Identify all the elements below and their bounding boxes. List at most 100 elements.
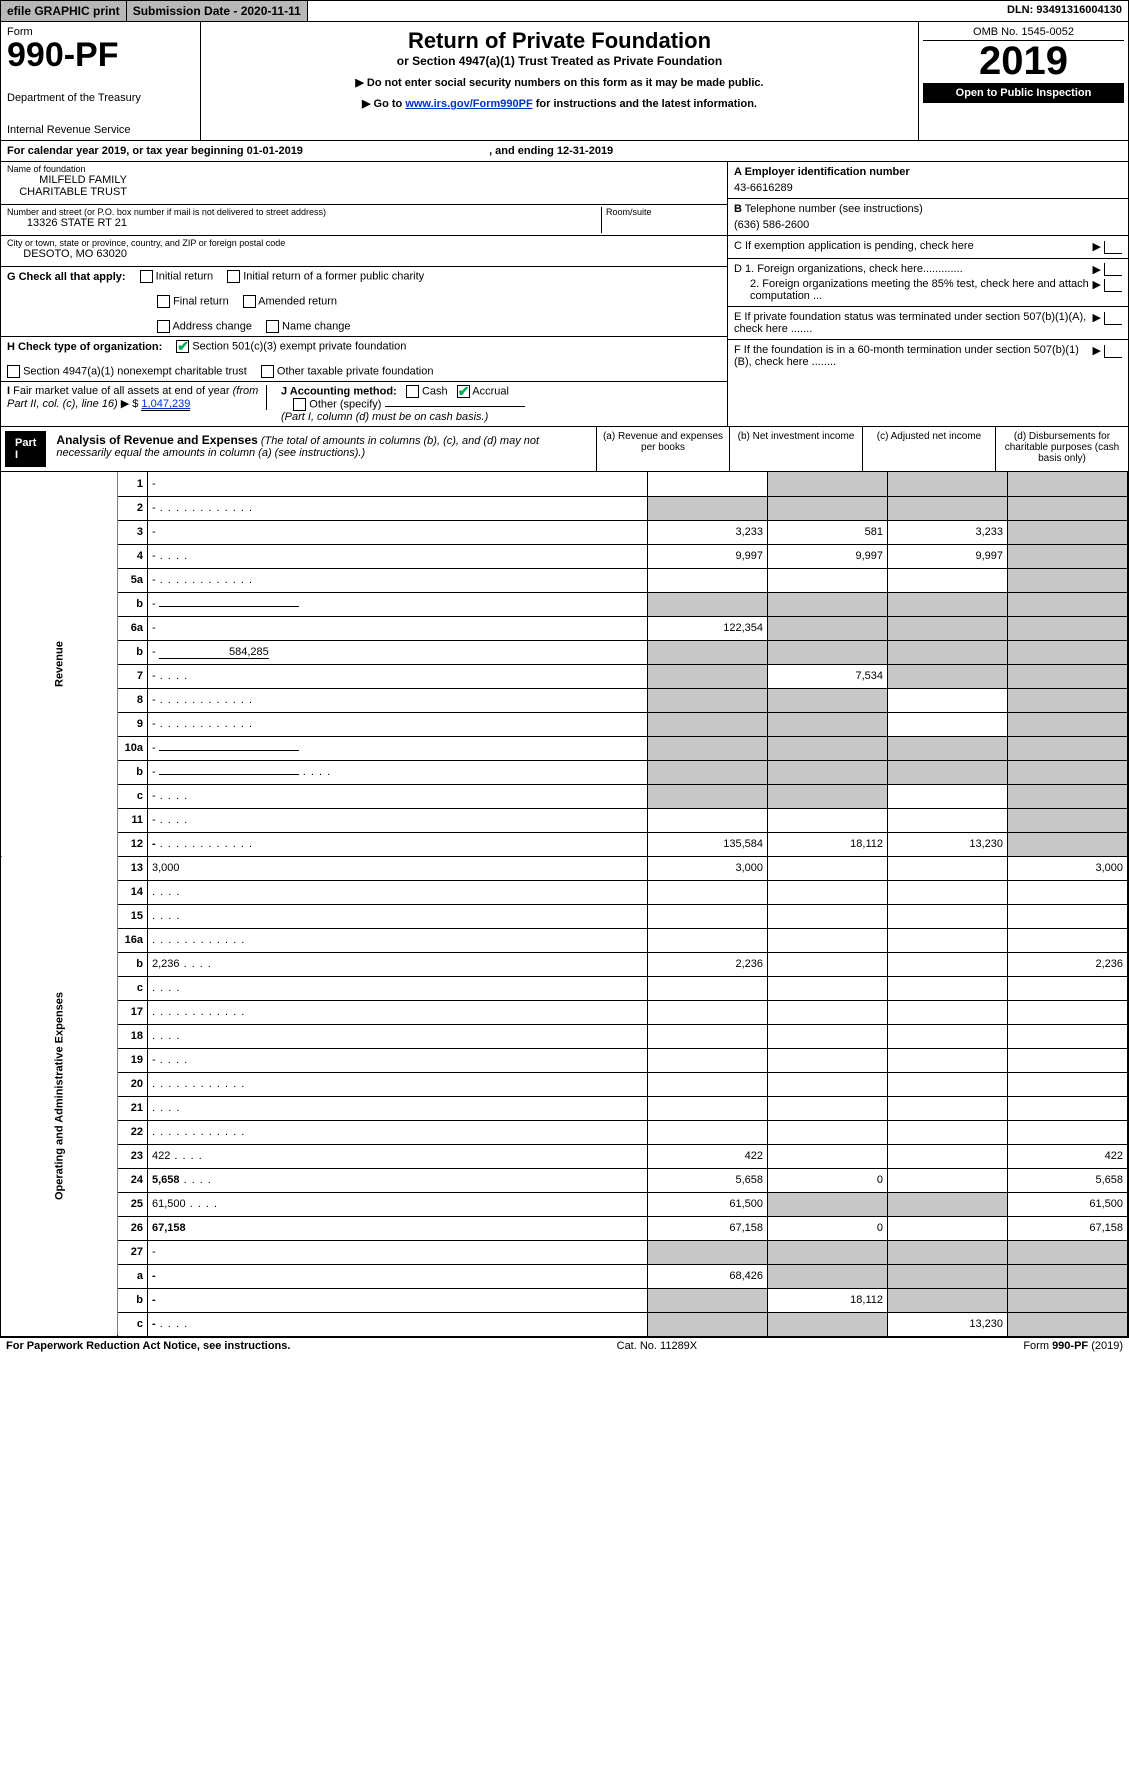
value-cell	[768, 736, 888, 760]
form-title: Return of Private Foundation	[207, 28, 912, 54]
checkbox-initial-return[interactable]	[140, 270, 153, 283]
value-cell: 0	[768, 1168, 888, 1192]
table-row: 22	[1, 1120, 1128, 1144]
value-cell: 122,354	[648, 616, 768, 640]
checkbox-501c3[interactable]	[176, 340, 189, 353]
value-cell	[888, 1264, 1008, 1288]
checkbox-name-change[interactable]	[266, 320, 279, 333]
fmv-value: 1,047,239	[141, 398, 190, 411]
row-number: 5a	[118, 568, 148, 592]
part1-tag: Part I	[5, 431, 46, 467]
value-cell	[1008, 736, 1128, 760]
value-cell	[1008, 520, 1128, 544]
row-number: 1	[118, 472, 148, 496]
table-row: 2561,50061,50061,500	[1, 1192, 1128, 1216]
table-row: 17	[1, 1000, 1128, 1024]
value-cell	[1008, 1264, 1128, 1288]
value-cell	[648, 760, 768, 784]
checkbox-d2[interactable]	[1104, 279, 1122, 292]
table-row: 16a	[1, 928, 1128, 952]
row-desc: -	[148, 736, 648, 760]
value-cell: 3,000	[648, 856, 768, 880]
section-j-label: J Accounting method:	[281, 385, 397, 397]
checkbox-f[interactable]	[1104, 345, 1122, 358]
goto-note: ▶ Go to www.irs.gov/Form990PF for instru…	[207, 97, 912, 110]
value-cell: 7,534	[768, 664, 888, 688]
row-desc: 422	[148, 1144, 648, 1168]
value-cell	[888, 1216, 1008, 1240]
efile-print-button[interactable]: efile GRAPHIC print	[1, 1, 127, 21]
value-cell	[888, 496, 1008, 520]
value-cell	[1008, 496, 1128, 520]
checkbox-cash[interactable]	[406, 385, 419, 398]
calendar-year-line: For calendar year 2019, or tax year begi…	[1, 141, 1128, 162]
row-desc: -	[148, 784, 648, 808]
value-cell	[1008, 904, 1128, 928]
row-number: b	[118, 760, 148, 784]
row-number: b	[118, 592, 148, 616]
dept-treasury: Department of the Treasury	[7, 92, 194, 104]
checkbox-final-return[interactable]	[157, 295, 170, 308]
value-cell	[1008, 1240, 1128, 1264]
value-cell	[648, 688, 768, 712]
section-g: G Check all that apply: Initial return I…	[1, 267, 727, 337]
value-cell	[1008, 760, 1128, 784]
row-desc: -	[148, 472, 648, 496]
checkbox-c[interactable]	[1104, 241, 1122, 254]
value-cell: 3,233	[888, 520, 1008, 544]
row-desc	[148, 976, 648, 1000]
checkbox-e[interactable]	[1104, 312, 1122, 325]
row-desc	[148, 880, 648, 904]
table-row: 2667,15867,158067,158	[1, 1216, 1128, 1240]
table-row: 20	[1, 1072, 1128, 1096]
value-cell	[888, 592, 1008, 616]
cat-no: Cat. No. 11289X	[617, 1340, 698, 1352]
value-cell	[648, 712, 768, 736]
row-desc	[148, 1072, 648, 1096]
checkbox-4947a1[interactable]	[7, 365, 20, 378]
part1-desc: Analysis of Revenue and Expenses (The to…	[50, 427, 596, 471]
value-cell	[1008, 640, 1128, 664]
checkbox-d1[interactable]	[1104, 263, 1122, 276]
col-a-header: (a) Revenue and expenses per books	[596, 427, 729, 471]
value-cell: 67,158	[648, 1216, 768, 1240]
checkbox-accrual[interactable]	[457, 385, 470, 398]
value-cell	[648, 976, 768, 1000]
value-cell	[1008, 976, 1128, 1000]
row-desc: -	[148, 1312, 648, 1336]
value-cell	[768, 760, 888, 784]
checkbox-other-taxable[interactable]	[261, 365, 274, 378]
row-number: 15	[118, 904, 148, 928]
value-cell	[888, 1240, 1008, 1264]
value-cell	[648, 808, 768, 832]
row-number: c	[118, 784, 148, 808]
value-cell	[1008, 784, 1128, 808]
checkbox-other-method[interactable]	[293, 398, 306, 411]
value-cell	[1008, 1072, 1128, 1096]
value-cell: 9,997	[768, 544, 888, 568]
value-cell: 67,158	[1008, 1216, 1128, 1240]
value-cell: 13,230	[888, 1312, 1008, 1336]
section-e: E If private foundation status was termi…	[728, 307, 1128, 340]
checkbox-initial-former[interactable]	[227, 270, 240, 283]
value-cell	[888, 1072, 1008, 1096]
table-row: Revenue1-	[1, 472, 1128, 496]
value-cell	[888, 1120, 1008, 1144]
cash-basis-note: (Part I, column (d) must be on cash basi…	[281, 411, 488, 423]
value-cell	[768, 1000, 888, 1024]
value-cell	[768, 1264, 888, 1288]
form990pf-link[interactable]: www.irs.gov/Form990PF	[405, 98, 532, 110]
value-cell	[1008, 544, 1128, 568]
value-cell	[768, 1048, 888, 1072]
checkbox-address-change[interactable]	[157, 320, 170, 333]
section-ij: I Fair market value of all assets at end…	[1, 382, 727, 426]
col-b-header: (b) Net investment income	[729, 427, 862, 471]
table-row: 5a-	[1, 568, 1128, 592]
value-cell	[768, 1024, 888, 1048]
row-number: 6a	[118, 616, 148, 640]
checkbox-amended-return[interactable]	[243, 295, 256, 308]
table-row: 6a-122,354	[1, 616, 1128, 640]
irs-label: Internal Revenue Service	[7, 124, 194, 136]
row-number: 22	[118, 1120, 148, 1144]
value-cell	[768, 1120, 888, 1144]
